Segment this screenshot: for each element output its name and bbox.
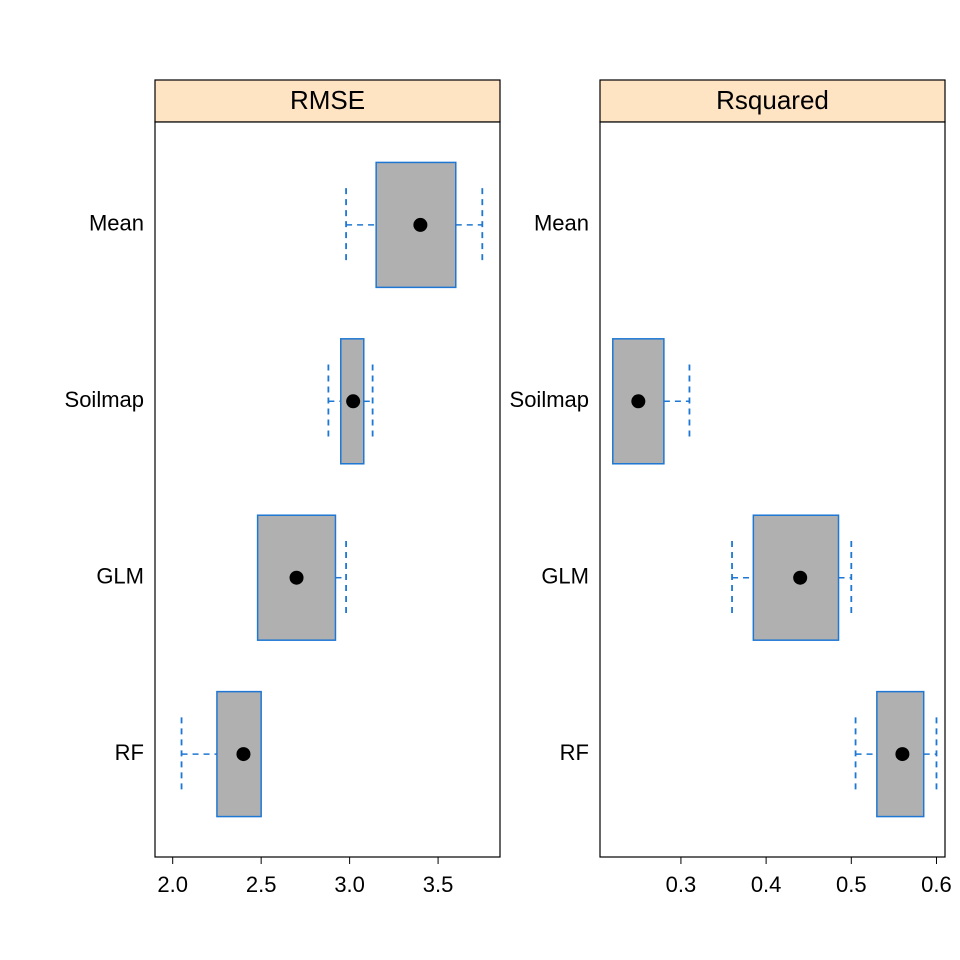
median-dot bbox=[346, 394, 360, 408]
y-axis-category-label: GLM bbox=[96, 564, 144, 589]
median-dot bbox=[895, 747, 909, 761]
x-axis-tick-label: 2.5 bbox=[246, 872, 277, 897]
y-axis-category-label: GLM bbox=[541, 564, 589, 589]
median-dot bbox=[236, 747, 250, 761]
boxplot-glm bbox=[258, 515, 346, 640]
y-axis-category-label: RF bbox=[560, 740, 589, 765]
x-axis-tick-label: 2.0 bbox=[157, 872, 188, 897]
median-dot bbox=[290, 571, 304, 585]
panel-title: Rsquared bbox=[716, 85, 829, 115]
boxplot-figure: RMSE RF GLM Soilmap Mean 2.0 2.5 3.0 3.5 Rsquared… bbox=[0, 0, 960, 960]
median-dot bbox=[631, 394, 645, 408]
x-axis-tick-label: 0.4 bbox=[751, 872, 782, 897]
y-axis-category-label: Soilmap bbox=[510, 387, 589, 412]
x-axis-tick-label: 3.0 bbox=[334, 872, 365, 897]
panel-title: RMSE bbox=[290, 85, 365, 115]
x-axis-tick-label: 0.5 bbox=[836, 872, 867, 897]
y-axis-category-label: Mean bbox=[89, 211, 144, 236]
x-axis-tick-label: 0.6 bbox=[921, 872, 952, 897]
x-axis-tick-label: 3.5 bbox=[423, 872, 454, 897]
median-dot bbox=[793, 571, 807, 585]
x-axis-tick-label: 0.3 bbox=[666, 872, 697, 897]
y-axis-category-label: Mean bbox=[534, 211, 589, 236]
y-axis-category-label: RF bbox=[115, 740, 144, 765]
y-axis-category-label: Soilmap bbox=[65, 387, 144, 412]
median-dot bbox=[413, 218, 427, 232]
